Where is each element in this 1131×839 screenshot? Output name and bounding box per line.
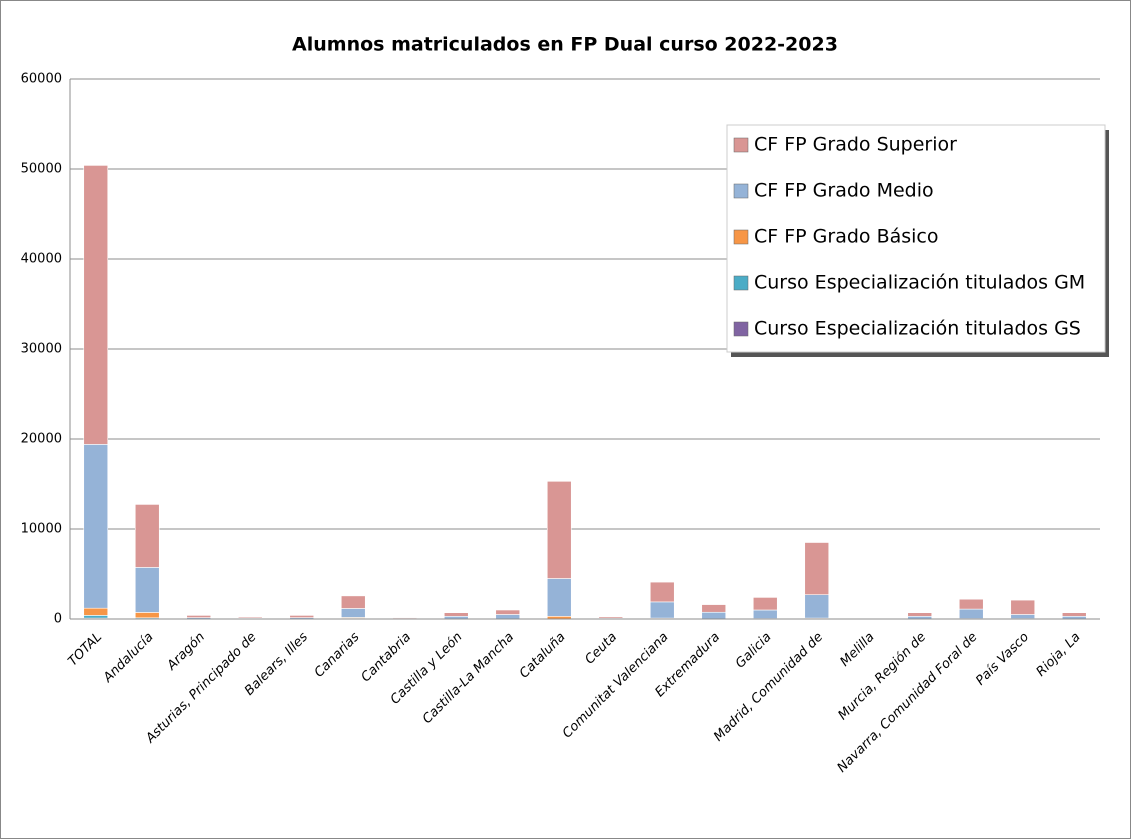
legend-label: Curso Especialización titulados GS — [754, 318, 1081, 340]
y-tick-label: 0 — [54, 612, 62, 627]
legend-label: Curso Especialización titulados GM — [754, 272, 1085, 294]
bar-segment — [134, 612, 160, 619]
legend-swatch — [733, 183, 749, 199]
bar-segment — [804, 542, 830, 596]
bar-segment — [752, 597, 778, 611]
bar-segment — [701, 604, 727, 613]
bar-segment — [958, 608, 984, 619]
bar-segment — [83, 607, 109, 616]
chart-title: Alumnos matriculados en FP Dual curso 20… — [292, 34, 838, 56]
legend-swatch — [733, 137, 749, 153]
bar-segment — [1010, 614, 1036, 619]
bar-segment — [186, 615, 212, 618]
y-tick-label: 60000 — [21, 72, 62, 87]
bar-segment — [907, 612, 933, 617]
bar-segment — [392, 617, 418, 619]
legend-swatch — [733, 229, 749, 245]
bar-segment — [649, 601, 675, 619]
bar-segment — [134, 567, 160, 613]
bar-segment — [701, 611, 727, 620]
bar-segment — [237, 616, 263, 619]
legend-label: CF FP Grado Medio — [754, 180, 934, 202]
bar-segment — [495, 614, 521, 620]
legend-swatch — [733, 275, 749, 291]
legend-box — [726, 124, 1106, 353]
bar-segment — [340, 608, 366, 618]
y-tick-label: 30000 — [21, 342, 62, 357]
bar-segment — [443, 612, 469, 617]
bar-segment — [546, 480, 572, 579]
bar-segment — [804, 594, 830, 619]
bar-segment — [546, 578, 572, 617]
legend-swatch — [733, 321, 749, 337]
y-tick-label: 20000 — [21, 432, 62, 447]
bar-segment — [1010, 599, 1036, 615]
legend-label: CF FP Grado Básico — [754, 226, 939, 248]
bar-segment — [289, 615, 315, 618]
bar-segment — [1061, 612, 1087, 617]
bar-segment — [83, 615, 109, 619]
bar-segment — [958, 598, 984, 610]
y-tick-label: 50000 — [21, 162, 62, 177]
legend-label: CF FP Grado Superior — [754, 134, 957, 156]
bar-segment — [752, 609, 778, 619]
bar-segment — [83, 165, 109, 445]
y-tick-label: 10000 — [21, 522, 62, 537]
y-tick-label: 40000 — [21, 252, 62, 267]
bar-segment — [83, 444, 109, 609]
bar-segment — [649, 581, 675, 603]
bar-segment — [340, 595, 366, 609]
bar-segment — [134, 504, 160, 568]
bar-segment — [495, 609, 521, 615]
bar-segment — [598, 616, 624, 619]
